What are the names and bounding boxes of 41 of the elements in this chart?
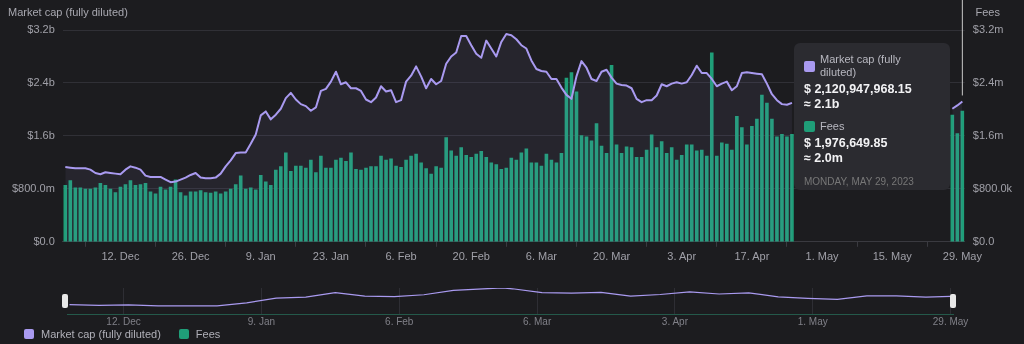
x-tick-label: 12. Dec — [106, 315, 141, 327]
annotation: $ 1,976,649.85 — [803, 136, 889, 151]
y-axis-title: Market cap (fully diluted) — [8, 6, 128, 18]
y2-tick-label: $2.4m — [972, 75, 1004, 88]
x-tick-label: 12. Dec — [101, 250, 140, 263]
y-tick-label: $0.0 — [33, 234, 55, 247]
annotation: ≈ 2.0m — [803, 151, 844, 166]
y2-tick-label: $1.6m — [972, 128, 1004, 141]
x-tick-label: 20. Feb — [452, 250, 490, 263]
x-tick-label: 15. May — [872, 250, 913, 263]
x-tick-label: 23. Jan — [312, 250, 349, 263]
x-tick-label: 3. Apr — [667, 250, 697, 263]
x-tick-label: 3. Apr — [661, 315, 689, 327]
y-tick-label: $3.2b — [27, 23, 55, 36]
x-tick-label: 6. Mar — [525, 250, 558, 263]
y2-tick-label: $800.0k — [972, 181, 1013, 194]
x-tick-label: 1. May — [805, 250, 840, 263]
y2-tick-label: $0.0 — [972, 234, 995, 247]
y-tick-label: $800.0m — [12, 181, 55, 194]
text: Market cap (fully diluted) — [41, 328, 161, 340]
x-tick-label: 9. Jan — [247, 315, 276, 327]
text: Fees — [819, 120, 845, 132]
y-tick-label: $2.4b — [27, 75, 55, 88]
x-tick-label: 6. Mar — [522, 315, 552, 327]
annotation: $ 2,120,947,968.15 — [803, 82, 913, 97]
x-tick-label: 29. May — [932, 315, 969, 327]
x-tick-label: 20. Mar — [592, 250, 631, 263]
x-tick-label: 9. Jan — [245, 250, 276, 263]
legend-label: Market cap (fully diluted) — [819, 53, 902, 79]
x-tick-label: 1. May — [797, 315, 828, 327]
y2-tick-label: $3.2m — [972, 23, 1004, 36]
x-tick-label: 29. May — [942, 250, 983, 263]
x-tick-label: 17. Apr — [734, 250, 770, 263]
annotation: ≈ 2.1b — [803, 97, 841, 112]
legend-label: Fees — [195, 328, 221, 340]
x-tick-label: 26. Dec — [171, 250, 211, 263]
y2-axis-title: Fees — [975, 6, 1000, 18]
x-tick-label: 6. Feb — [385, 315, 414, 327]
y-tick-label: $1.6b — [27, 128, 55, 141]
x-tick-label: 6. Feb — [385, 250, 417, 263]
annotation: MONDAY, MAY 29, 2023 — [803, 176, 915, 187]
